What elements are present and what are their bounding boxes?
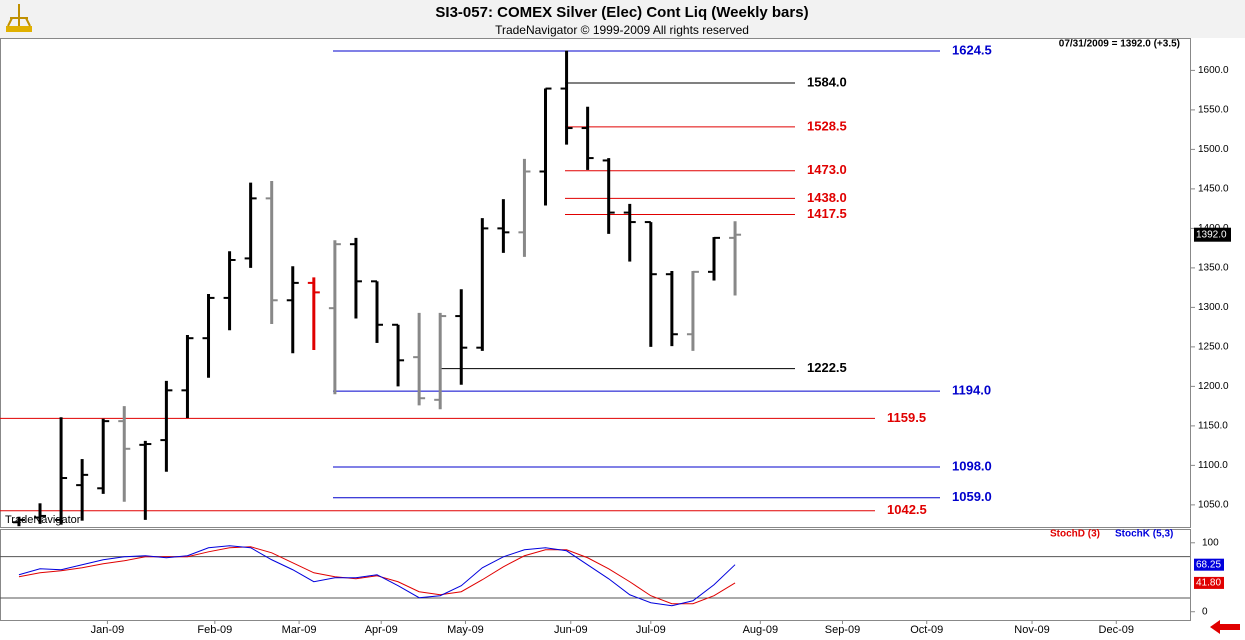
- ohlc-bar: [371, 280, 384, 343]
- y-tick-label: 1300.0: [1198, 302, 1229, 313]
- y-tick-label: 1250.0: [1198, 342, 1229, 353]
- ohlc-bar: [307, 277, 320, 351]
- ohlc-bar: [202, 293, 215, 378]
- x-tick-label: Oct-09: [910, 624, 943, 636]
- ohlc-bar: [581, 106, 594, 170]
- ohlc-bar: [265, 180, 278, 324]
- x-tick-label: Nov-09: [1014, 624, 1049, 636]
- ohlc-bar: [518, 158, 531, 257]
- last-bar-info: 07/31/2009 = 1392.0 (+3.5): [1059, 39, 1180, 50]
- ohlc-bar: [455, 289, 468, 385]
- ohlc-bar: [223, 251, 236, 331]
- level-label: 1098.0: [952, 458, 992, 473]
- ohlc-bar: [623, 203, 636, 262]
- scroll-arrow[interactable]: [1210, 620, 1240, 634]
- y-tick-label: 1150.0: [1198, 421, 1228, 432]
- x-tick-label: Feb-09: [197, 624, 232, 636]
- last-value-label: 68.25: [1196, 559, 1221, 570]
- ohlc-bar: [97, 418, 110, 494]
- ohlc-bar: [686, 270, 699, 351]
- x-tick-label: Apr-09: [365, 624, 398, 636]
- ohlc-bar: [139, 440, 152, 520]
- level-label: 1059.0: [952, 489, 992, 504]
- chart-title: SI3-057: COMEX Silver (Elec) Cont Liq (W…: [435, 4, 808, 21]
- x-tick-label: Aug-09: [743, 624, 778, 636]
- ohlc-bar: [34, 503, 47, 524]
- y-tick-label: 1350.0: [1198, 263, 1229, 274]
- level-label: 1042.5: [887, 502, 927, 517]
- y-tick-label: 1500.0: [1198, 144, 1229, 155]
- header-bg: [0, 0, 1245, 38]
- ohlc-bar: [160, 380, 173, 472]
- last-price-label: 1392.0: [1196, 229, 1227, 240]
- level-label: 1528.5: [807, 118, 847, 133]
- x-tick-label: Sep-09: [825, 624, 860, 636]
- ohlc-bar: [708, 236, 720, 281]
- ohlc-bar: [434, 312, 447, 410]
- ohlc-bar: [349, 237, 362, 319]
- ohlc-bar: [286, 266, 299, 354]
- level-label: 1473.0: [807, 162, 847, 177]
- y-tick-label: 1600.0: [1198, 65, 1229, 76]
- ohlc-bar: [665, 271, 678, 347]
- last-price-box: [1194, 227, 1231, 242]
- x-tick-label: May-09: [447, 624, 484, 636]
- last-value-box: [1194, 558, 1224, 571]
- ohlc-bar: [244, 182, 257, 268]
- y-tick-label: 0: [1202, 606, 1208, 617]
- legend-entry: StochK (5,3): [1115, 529, 1173, 540]
- ohlc-bar: [76, 459, 89, 521]
- y-tick-label: 1550.0: [1198, 105, 1229, 116]
- stoch-line: [18, 545, 736, 607]
- ohlc-bar: [181, 335, 194, 418]
- legend-entry: StochD (3): [1050, 529, 1100, 540]
- x-tick-label: Jan-09: [91, 624, 125, 636]
- level-label: 1194.0: [952, 383, 991, 398]
- stoch-panel: [0, 529, 1191, 621]
- x-tick-label: Jun-09: [554, 624, 588, 636]
- ohlc-bar: [413, 312, 426, 406]
- stoch-line: [18, 546, 736, 605]
- ohlc-bar: [539, 87, 552, 206]
- chart-subtitle: TradeNavigator © 1999-2009 All rights re…: [495, 23, 749, 37]
- ohlc-bar: [392, 323, 405, 387]
- last-value-box: [1194, 576, 1224, 589]
- ohlc-bar: [497, 199, 510, 253]
- ohlc-bar: [12, 516, 25, 527]
- level-label: 1222.5: [807, 360, 847, 375]
- ohlc-bar: [602, 158, 615, 234]
- ohlc-bar: [118, 406, 131, 502]
- y-tick-label: 100: [1202, 537, 1219, 548]
- last-value-label: 41.80: [1196, 578, 1221, 589]
- logo: [6, 4, 32, 32]
- ohlc-bar: [644, 221, 657, 347]
- x-tick-label: Mar-09: [282, 624, 317, 636]
- y-tick-label: 1200.0: [1198, 381, 1229, 392]
- ohlc-bar: [560, 50, 573, 145]
- level-label: 1438.0: [807, 190, 847, 205]
- x-tick-label: Dec-09: [1099, 624, 1134, 636]
- level-label: 1584.0: [807, 74, 847, 89]
- level-label: 1624.5: [952, 42, 992, 57]
- ohlc-bar: [729, 221, 742, 296]
- y-tick-label: 1050.0: [1198, 500, 1229, 511]
- y-tick-label: 1100.0: [1198, 460, 1228, 471]
- ohlc-bar: [328, 240, 341, 395]
- ohlc-bar: [55, 417, 68, 525]
- y-tick-label: 1450.0: [1198, 184, 1229, 195]
- x-tick-label: Jul-09: [636, 624, 666, 636]
- level-label: 1417.5: [807, 206, 847, 221]
- price-panel: [0, 38, 1191, 528]
- level-label: 1159.5: [887, 410, 926, 425]
- ohlc-bar: [476, 218, 489, 351]
